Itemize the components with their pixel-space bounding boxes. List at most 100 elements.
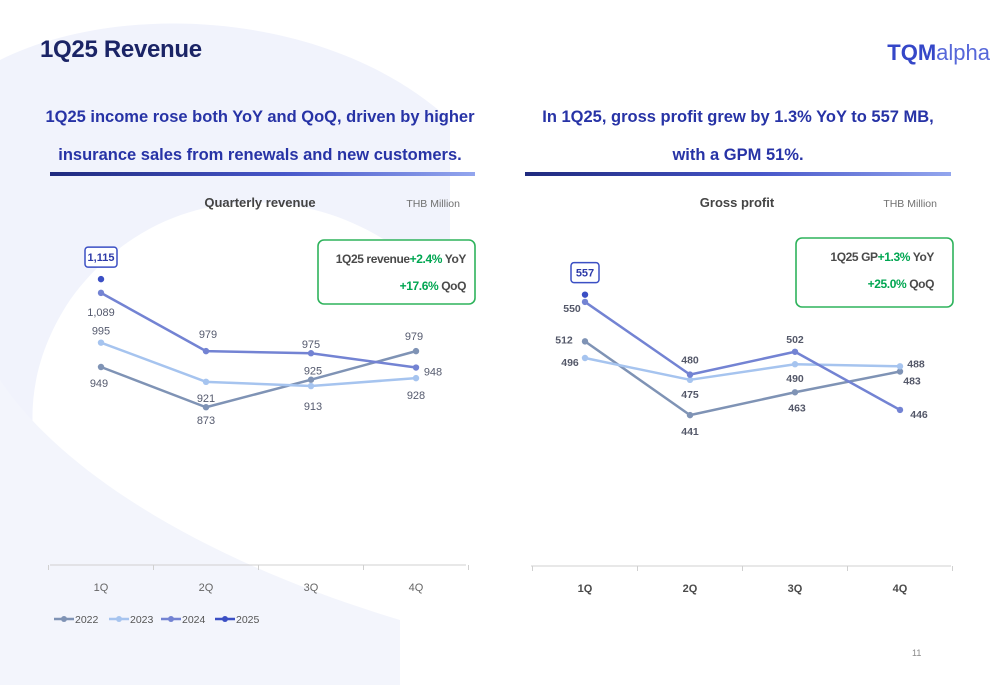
page-title: 1Q25 Revenue xyxy=(40,36,202,63)
chart2-x-tick-label: 2Q xyxy=(683,583,698,595)
chart2-callout-line-2: +25.0% QoQ xyxy=(868,277,934,291)
chart1-line-2023 xyxy=(100,341,417,388)
chart1-data-label-2022: 873 xyxy=(197,415,215,427)
chart1-unit-label: THB Million xyxy=(406,198,460,210)
chart1-x-tick-label: 2Q xyxy=(199,582,214,594)
chart1-legend-marker-2023 xyxy=(116,616,122,622)
right-headline-line-1: In 1Q25, gross profit grew by 1.3% YoY t… xyxy=(542,108,934,126)
chart1-point-2025 xyxy=(97,275,105,283)
chart1-legend-marker-2024 xyxy=(168,616,174,622)
chart2-data-label-2023: 496 xyxy=(561,357,579,369)
chart1-point-2024 xyxy=(97,289,105,297)
chart1-point-2023 xyxy=(202,378,210,386)
left-headline-rule xyxy=(50,172,475,176)
chart2-data-label-2022: 483 xyxy=(903,376,921,388)
chart2-data-label-2023: 475 xyxy=(681,389,699,401)
chart2-callout-yoy-unit: YoY xyxy=(910,250,934,264)
chart1-legend-label-2025: 2025 xyxy=(236,614,260,626)
logo-light: alpha xyxy=(936,40,990,65)
chart1-point-2024 xyxy=(307,350,315,357)
chart1-point-2022 xyxy=(307,376,315,383)
chart2-data-label-2023: 488 xyxy=(907,358,925,370)
chart2-line-2024 xyxy=(584,300,901,412)
chart1-data-label-2022: 949 xyxy=(90,378,108,390)
chart1-data-label-2024: 975 xyxy=(302,339,320,351)
chart1-point-2023 xyxy=(97,339,105,346)
chart1-legend-marker-2022 xyxy=(61,616,67,622)
chart2-line-2022 xyxy=(584,340,901,417)
company-logo: TQMalpha xyxy=(887,40,990,66)
chart1-data-label-2024: 979 xyxy=(199,329,217,341)
chart1-callout-yoy-unit: YoY xyxy=(442,252,466,266)
chart1-callout-qoq-unit: QoQ xyxy=(438,279,466,293)
chart2-title: Gross profit xyxy=(700,195,775,210)
chart2-data-label-2022: 441 xyxy=(681,426,699,438)
chart1-point-2022 xyxy=(97,363,105,371)
chart2-point-2024 xyxy=(686,371,694,378)
chart1-x-tick-label: 4Q xyxy=(409,582,424,594)
chart1-point-2023 xyxy=(307,382,315,390)
chart1-title: Quarterly revenue xyxy=(204,195,315,210)
chart1-point-2024 xyxy=(412,364,420,371)
chart1-callout-box xyxy=(317,239,476,305)
chart2-callout-yoy-value: +1.3% xyxy=(878,250,911,264)
chart2-x-tick-label: 4Q xyxy=(893,583,908,595)
logo-strong: TQM xyxy=(887,40,937,65)
page-number: 11 xyxy=(912,648,922,658)
chart2-point-2024 xyxy=(791,348,799,355)
chart2-point-2023 xyxy=(686,376,694,384)
chart2-unit-label: THB Million xyxy=(883,198,937,210)
left-headline: 1Q25 income rose both YoY and QoQ, drive… xyxy=(40,98,480,174)
chart2-highlight-box xyxy=(570,261,600,284)
chart2-callout-line-1: 1Q25 GP+1.3% YoY xyxy=(830,250,934,264)
chart2-point-2023 xyxy=(791,361,799,368)
chart1-legend-label-2023: 2023 xyxy=(130,614,154,626)
chart2-point-2024 xyxy=(896,406,904,414)
chart2-x-tick-label: 1Q xyxy=(578,583,593,595)
chart2-data-label-2024: 502 xyxy=(786,334,804,346)
chart2-point-2023 xyxy=(581,354,589,362)
chart2-data-label-2024: 446 xyxy=(910,409,928,421)
chart1-data-label-2023: 921 xyxy=(197,393,215,405)
chart2-data-label-2022: 463 xyxy=(788,402,806,414)
chart2-callout-label: 1Q25 GP xyxy=(830,250,878,264)
chart1-point-2023 xyxy=(412,374,420,382)
chart1-callout-qoq-value: +17.6% xyxy=(400,279,439,293)
chart2-point-2024 xyxy=(581,298,589,306)
chart1-callout-line-2: +17.6% QoQ xyxy=(400,279,466,293)
chart1-data-label-2023: 995 xyxy=(92,326,110,338)
chart1-data-label-2024: 948 xyxy=(424,367,442,379)
chart2-callout-qoq-value: +25.0% xyxy=(868,277,907,291)
chart1-data-label-2024: 1,089 xyxy=(87,307,115,319)
chart2-line-2023 xyxy=(584,356,901,382)
chart2-callout-box xyxy=(795,237,954,308)
chart2-point-2022 xyxy=(686,411,694,419)
chart2-data-label-2024: 480 xyxy=(681,355,699,367)
chart1-data-label-2023: 928 xyxy=(407,390,425,402)
chart2-point-2025 xyxy=(581,291,589,298)
chart2-highlight-label: 557 xyxy=(576,268,594,280)
chart2-point-2022 xyxy=(896,368,904,375)
chart2-point-2023 xyxy=(896,363,904,370)
chart1-x-tick-label: 1Q xyxy=(94,582,109,594)
chart2-point-2022 xyxy=(791,389,799,396)
chart1-x-tick-label: 3Q xyxy=(304,582,319,594)
chart1-data-label-2023: 913 xyxy=(304,401,322,413)
chart1-callout-label: 1Q25 revenue xyxy=(336,252,411,266)
chart1-legend-marker-2025 xyxy=(222,616,228,622)
right-headline-rule xyxy=(525,172,951,176)
chart2-data-label-2024: 550 xyxy=(563,303,581,315)
chart2-data-label-2023: 490 xyxy=(786,373,804,385)
chart1-callout-line-1: 1Q25 revenue+2.4% YoY xyxy=(336,252,467,266)
chart1-line-2022 xyxy=(100,349,417,409)
chart1-highlight-label: 1,115 xyxy=(88,252,115,264)
chart1-point-2022 xyxy=(202,404,210,411)
right-headline: In 1Q25, gross profit grew by 1.3% YoY t… xyxy=(518,98,958,174)
chart1-legend-label-2022: 2022 xyxy=(75,614,99,626)
chart1-point-2022 xyxy=(412,347,420,355)
chart2-point-2022 xyxy=(581,338,589,345)
chart1-line-2024 xyxy=(100,291,417,369)
left-headline-line-1: 1Q25 income rose both YoY and QoQ, drive… xyxy=(45,108,475,126)
